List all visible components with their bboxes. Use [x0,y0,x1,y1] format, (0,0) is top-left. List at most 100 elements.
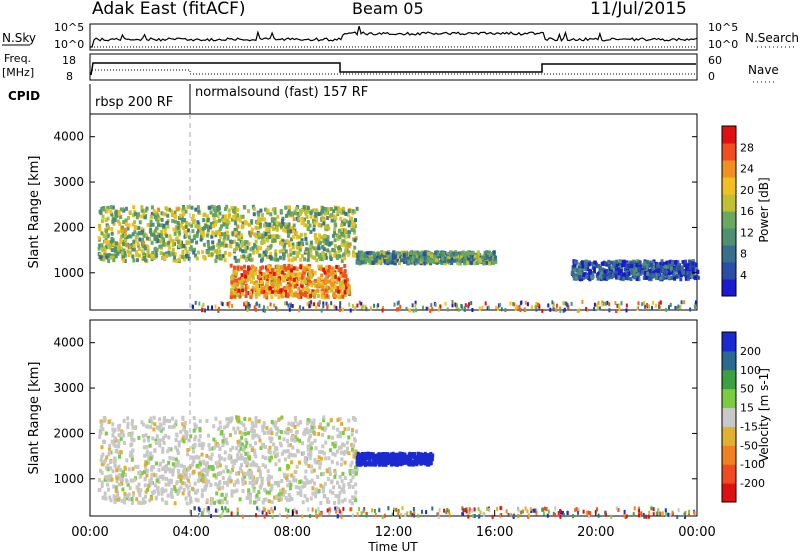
scatter-cell [334,223,338,228]
scatter-cell [245,496,249,501]
scatter-cell [315,208,319,213]
noise-cell [228,301,231,306]
scatter-cell [314,446,318,451]
scatter-cell [230,492,234,497]
scatter-cell [108,450,112,455]
scatter-cell [115,449,118,454]
scatter-cell [220,492,224,497]
scatter-cell [283,228,287,233]
scatter-cell [381,253,384,257]
scatter-cell [156,213,160,218]
scatter-cell [607,275,611,280]
scatter-cell [313,279,317,283]
scatter-cell [204,223,208,228]
scatter-cell [196,220,200,225]
scatter-cell [492,250,496,255]
scatter-cell [245,258,248,263]
scatter-cell [199,477,203,482]
scatter-cell [235,278,239,283]
scatter-cell [319,483,323,488]
scatter-cell [175,480,179,485]
scatter-cell [625,276,629,281]
scatter-cell [177,257,181,262]
scatter-cell [331,266,335,271]
scatter-cell [289,252,293,257]
scatter-cell [117,441,121,445]
scatter-cell [207,433,210,438]
scatter-cell [484,260,488,265]
scatter-cell [119,238,123,243]
scatter-cell [238,294,242,299]
scatter-cell [294,470,298,475]
scatter-cell [208,447,212,452]
scatter-cell [340,291,344,296]
scatter-cell [411,460,415,465]
scatter-cell [344,219,348,224]
scatter-cell [410,453,413,458]
scatter-cell [294,435,298,440]
scatter-cell [262,233,266,238]
scatter-cell [393,255,397,260]
noise-cell [397,307,400,312]
scatter-cell [311,491,315,496]
scatter-cell [673,267,677,272]
noise-cell [434,302,437,307]
scatter-cell [336,236,340,241]
scatter-cell [274,257,277,262]
scatter-cell [283,266,287,270]
scatter-cell [249,270,253,275]
scatter-cell [267,450,271,455]
scatter-cell [313,425,317,430]
scatter-cell [392,253,396,258]
noise-cell [694,302,697,307]
scatter-cell [184,470,188,475]
scatter-cell [109,240,113,245]
scatter-cell [187,256,191,261]
scatter-cell [98,255,102,260]
scatter-cell [112,217,116,222]
scatter-cell [329,489,332,494]
scatter-cell [167,435,171,440]
noise-cell [641,302,644,307]
scatter-cell [246,461,250,466]
scatter-cell [664,264,668,269]
scatter-cell [122,239,126,244]
noise-cell [338,307,341,312]
scatter-cell [152,209,156,214]
scatter-cell [128,211,132,215]
scatter-cell [105,208,109,213]
scatter-cell [163,416,166,421]
scatter-cell [371,459,375,464]
scatter-cell [247,265,250,270]
scatter-cell [187,466,191,471]
scatter-cell [273,495,276,500]
colorbar-tick: 16 [740,205,754,218]
scatter-cell [476,260,480,265]
scatter-cell [200,234,203,239]
scatter-cell [314,213,318,218]
scatter-cell [160,217,164,222]
scatter-cell [336,418,340,422]
scatter-cell [369,250,373,255]
scatter-cell [259,208,263,213]
scatter-cell [273,233,277,238]
scatter-cell [265,280,269,285]
scatter-cell [313,492,317,497]
scatter-cell [397,261,401,265]
scatter-cell [282,291,286,296]
scatter-cell [248,230,252,235]
noise-cell [454,302,457,307]
scatter-cell [258,269,262,274]
scatter-cell [121,477,124,482]
scatter-cell [291,245,295,250]
scatter-cell [151,222,155,227]
scatter-cell [317,246,321,251]
scatter-cell [153,422,157,427]
scatter-cell [229,447,233,452]
scatter-cell [185,432,189,437]
scatter-cell [104,218,108,223]
scatter-cell [341,488,345,493]
scatter-cell [147,253,151,258]
scatter-cell [106,463,110,468]
scatter-cell [112,442,116,447]
